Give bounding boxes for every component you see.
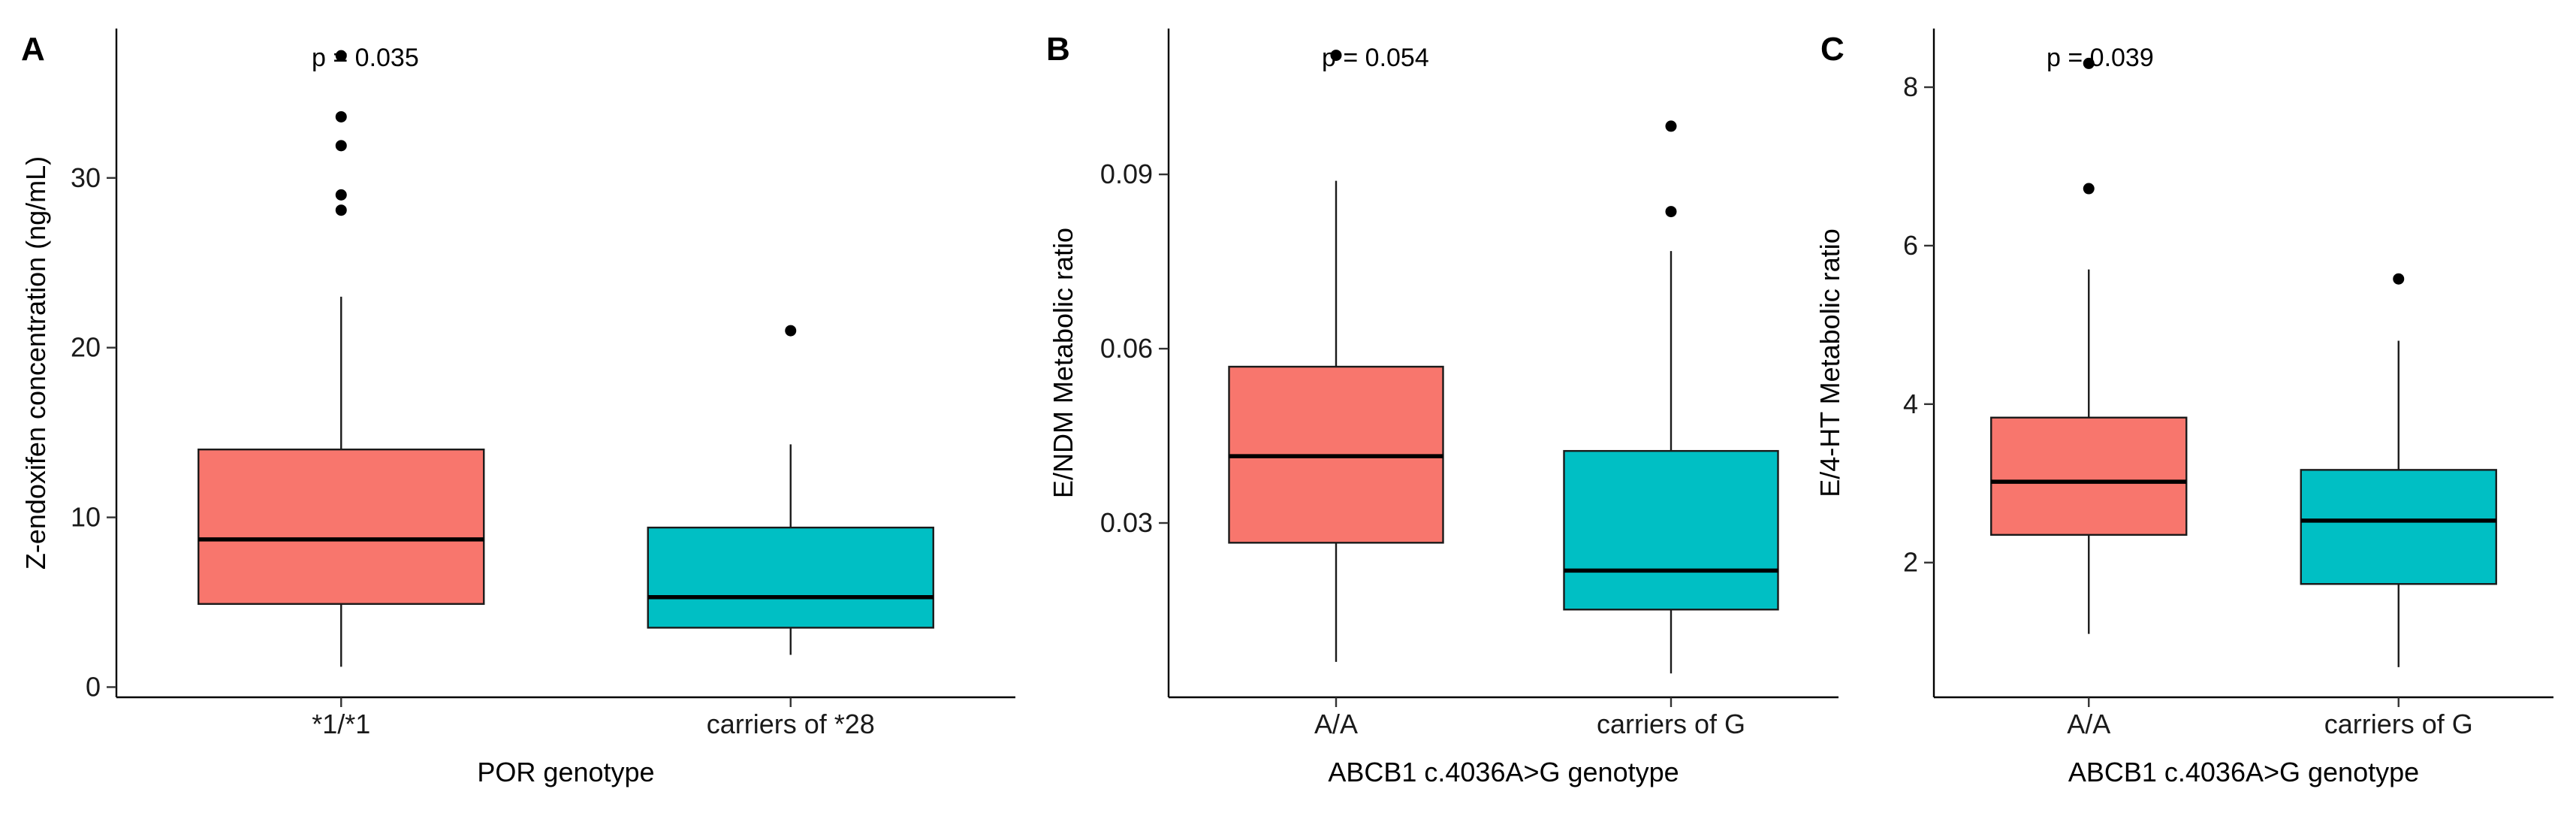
outlier-point: [2083, 183, 2095, 195]
outlier-point: [1330, 50, 1342, 62]
y-tick-label: 30: [71, 162, 101, 193]
panel-label: C: [1820, 31, 1845, 68]
p-value-annotation: p = 0.039: [2047, 44, 2154, 72]
y-axis-title: E/4-HT Metabolic ratio: [1814, 228, 1845, 497]
box-A/A: [1990, 416, 2188, 536]
y-tick-label: 10: [71, 502, 101, 533]
outlier-point: [785, 325, 797, 337]
x-tick-label: carriers of *28: [707, 709, 875, 739]
x-tick-label: carriers of G: [1597, 709, 1745, 739]
y-tick-label: 4: [1903, 388, 1918, 419]
outlier-point: [335, 140, 347, 152]
y-tick-label: 0.03: [1100, 507, 1153, 538]
y-axis-title: E/NDM Metabolic ratio: [1048, 228, 1078, 498]
panel-b: 0.03 0.06 0.09 A/A carriers of G B p = 0.054 E/…: [1046, 29, 1838, 787]
y-tick-label: 0.06: [1100, 333, 1153, 364]
outlier-point: [1665, 120, 1677, 132]
p-value-annotation: p = 0.035: [312, 44, 419, 72]
x-axis-title: ABCB1 c.4036A>G genotype: [2068, 757, 2419, 787]
outlier-point: [335, 189, 347, 201]
x-tick-label: *1/*1: [312, 709, 370, 739]
x-tick-label: carriers of G: [2324, 709, 2473, 739]
x-tick-label: A/A: [1314, 709, 1358, 739]
x-axis-title: ABCB1 c.4036A>G genotype: [1328, 757, 1679, 787]
y-tick-label: 8: [1903, 71, 1918, 102]
outlier-point: [1665, 206, 1677, 218]
box-carriers of *28: [647, 526, 934, 629]
panel-label: B: [1046, 31, 1070, 68]
y-tick-label: 0.09: [1100, 159, 1153, 189]
box-*1/*1: [198, 449, 485, 605]
p-value-annotation: p = 0.054: [1322, 44, 1429, 72]
outlier-point: [335, 50, 347, 62]
x-axis-title: POR genotype: [477, 757, 654, 787]
y-tick-label: 20: [71, 332, 101, 363]
outlier-point: [335, 204, 347, 216]
outlier-point: [2083, 57, 2095, 69]
panel-label: A: [21, 31, 45, 68]
panel-c: 2 4 6 8 A/A carriers of G C p = 0.039 E/4-HT Met…: [1814, 29, 2553, 787]
y-axis-title: Z-endoxifen concentration (ng/mL): [20, 156, 51, 570]
box-carriers of G: [1563, 449, 1779, 611]
outlier-point: [2393, 273, 2405, 285]
y-tick-label: 0: [86, 671, 101, 702]
panel-a: 0 10 20 30 *1/*1 carriers of *28 A p = 0.035 Z-e…: [20, 29, 1015, 787]
x-tick-label: A/A: [2067, 709, 2110, 739]
box-carriers of G: [2300, 469, 2497, 585]
outlier-point: [335, 110, 347, 122]
y-tick-label: 2: [1903, 547, 1918, 578]
y-tick-label: 6: [1903, 230, 1918, 261]
